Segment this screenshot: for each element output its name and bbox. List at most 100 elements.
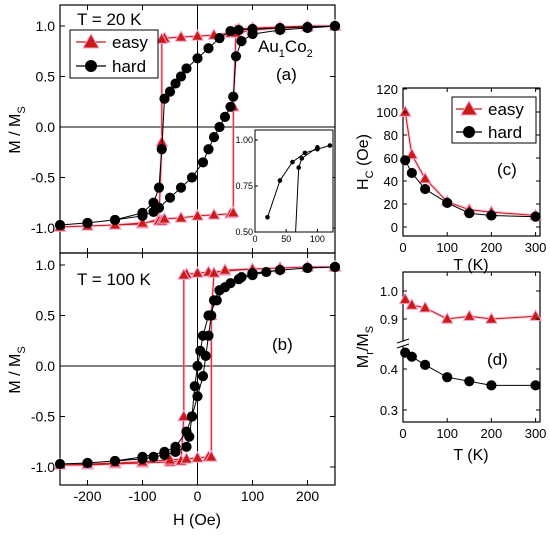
series-hard-a-point bbox=[156, 144, 167, 155]
series-easy-d-point bbox=[440, 311, 454, 324]
panel-a: T = 20 K Au1Co2 (a) -1.0 -0.5 0.0 0.5 1.0 ea… bbox=[31, 4, 342, 254]
series-hard-a-point bbox=[236, 36, 247, 47]
series-easy-a-point bbox=[174, 210, 188, 223]
series-hard-a-point bbox=[197, 157, 209, 168]
series-hard-b-point bbox=[159, 446, 170, 457]
series-hard-a-point bbox=[137, 210, 148, 221]
series-hard-b-point bbox=[200, 350, 211, 361]
series-hard-a-point bbox=[54, 219, 66, 231]
ylabel-a-group: M / MS bbox=[7, 106, 28, 153]
c-xtick-label: 200 bbox=[481, 240, 503, 255]
inset-series-branch-point bbox=[315, 145, 320, 150]
series-hard-a-point bbox=[164, 86, 176, 97]
c-ytick-label: 0 bbox=[391, 220, 398, 235]
c-ytick-label: 100 bbox=[376, 105, 398, 120]
series-hard-c-point bbox=[464, 208, 475, 219]
inset-xtick-label: 0 bbox=[252, 234, 257, 244]
series-easy-b-point bbox=[177, 268, 191, 280]
series-hard-a-point bbox=[214, 33, 225, 44]
inset-series-hard-point bbox=[302, 150, 308, 156]
ylabel-c-sub: C bbox=[364, 170, 376, 178]
series-hard-b-point bbox=[302, 262, 313, 274]
plot-area-d bbox=[398, 292, 543, 391]
ylabel-a-main: M / M bbox=[7, 114, 24, 154]
inset-series-branch-point bbox=[299, 156, 305, 161]
series-easy-d-point bbox=[462, 309, 476, 321]
a-ytick-label: -1.0 bbox=[31, 220, 55, 236]
a-ytick-label: 0.5 bbox=[36, 69, 56, 85]
d-ytick-label: 0.3 bbox=[380, 403, 398, 418]
legend-marker-hard-a bbox=[85, 60, 97, 72]
xlabel-c: T (K) bbox=[453, 257, 488, 274]
ylabel-b: M / MS bbox=[7, 346, 28, 393]
ylabel-b-group: M / MS bbox=[7, 346, 28, 393]
series-easy-a-point bbox=[207, 207, 221, 220]
sample-au: Au bbox=[258, 37, 279, 56]
series-hard-b-point bbox=[181, 441, 192, 452]
sample-sub2: 2 bbox=[307, 48, 313, 60]
panel-label-d: (d) bbox=[487, 350, 508, 369]
a-ytick-label: 1.0 bbox=[36, 18, 56, 34]
b-ytick-label: 1.0 bbox=[36, 257, 56, 273]
legend-marker-hard-c bbox=[463, 126, 475, 138]
series-hard-a-point bbox=[208, 132, 220, 143]
series-hard-b-point bbox=[197, 371, 209, 382]
series-hard-a-point bbox=[186, 172, 198, 183]
plot-area-b bbox=[53, 253, 342, 485]
series-hard-b-point bbox=[170, 441, 181, 452]
series-easy-a-point bbox=[190, 29, 205, 41]
axis-break-gap bbox=[398, 341, 408, 346]
series-hard-d-point bbox=[419, 359, 431, 370]
series-hard-b-point bbox=[54, 458, 66, 470]
series-hard-a-point bbox=[302, 22, 313, 34]
series-hard-b-point bbox=[208, 295, 220, 306]
inset-xtick-label: 50 bbox=[281, 234, 291, 244]
ylabel-c-suffix: (Oe) bbox=[355, 134, 372, 170]
legend-marker-easy-c bbox=[460, 99, 478, 116]
series-easy-b-point bbox=[207, 266, 221, 278]
a-ytick-label: 0.0 bbox=[36, 119, 56, 135]
c-ytick-label: 120 bbox=[376, 82, 398, 97]
series-hard-a-point bbox=[170, 78, 181, 89]
series-hard-a-point bbox=[181, 63, 192, 74]
series-hard-a-point bbox=[175, 71, 187, 82]
series-easy-b-point bbox=[177, 409, 191, 422]
d-xtick-label: 0 bbox=[399, 426, 406, 441]
ylabel-c-main: H bbox=[355, 178, 372, 190]
temp-label-a: T = 20 K bbox=[77, 10, 142, 29]
series-easy-c-point bbox=[405, 147, 419, 160]
legend-box-a bbox=[69, 29, 159, 79]
series-hard-b-point bbox=[148, 451, 159, 462]
inset-xtick-label: 100 bbox=[310, 234, 325, 244]
series-hard-b-point bbox=[274, 264, 286, 276]
b-ytick-label: -0.5 bbox=[31, 409, 55, 425]
c-ytick-label: 80 bbox=[384, 128, 398, 143]
c-xtick-label: 100 bbox=[436, 240, 458, 255]
series-hard-d-point bbox=[442, 372, 453, 383]
series-hard-a-point bbox=[247, 28, 258, 40]
series-hard-a-point bbox=[109, 214, 121, 226]
inset-a: 0.50 0.75 1.00 0 50 100 bbox=[235, 129, 334, 244]
series-hard-d-point bbox=[406, 351, 417, 362]
series-hard-a-point bbox=[192, 53, 203, 64]
d-ytick-label: 0.9 bbox=[380, 312, 398, 327]
series-hard-b-point bbox=[214, 285, 225, 296]
panel-d: (d) T (K) Mr/MS 0.3 0.4 0.9 1.0 0 100 200 300 bbox=[355, 271, 546, 464]
ylabel-d-main: M bbox=[355, 355, 372, 368]
legend-marker-easy-a bbox=[82, 32, 100, 49]
panel-label-b: (b) bbox=[272, 335, 293, 354]
b-ytick-label: -1.0 bbox=[31, 459, 55, 475]
series-hard-b-point bbox=[137, 451, 148, 462]
series-easy-d-point bbox=[418, 300, 432, 313]
xlabel-b: H (Oe) bbox=[173, 512, 221, 529]
series-hard-b-point bbox=[261, 266, 272, 278]
ylabel-d-group: Mr/MS bbox=[355, 326, 376, 368]
b-ytick-label: 0.0 bbox=[36, 358, 56, 374]
temp-label-b: T = 100 K bbox=[77, 270, 152, 289]
ylabel-c: HC (Oe) bbox=[355, 134, 376, 190]
inset-series-hard-point bbox=[277, 178, 283, 183]
series-hard-c-point bbox=[419, 183, 431, 195]
ylabel-b-main: M / M bbox=[7, 354, 24, 394]
axis-break-d bbox=[396, 338, 410, 349]
